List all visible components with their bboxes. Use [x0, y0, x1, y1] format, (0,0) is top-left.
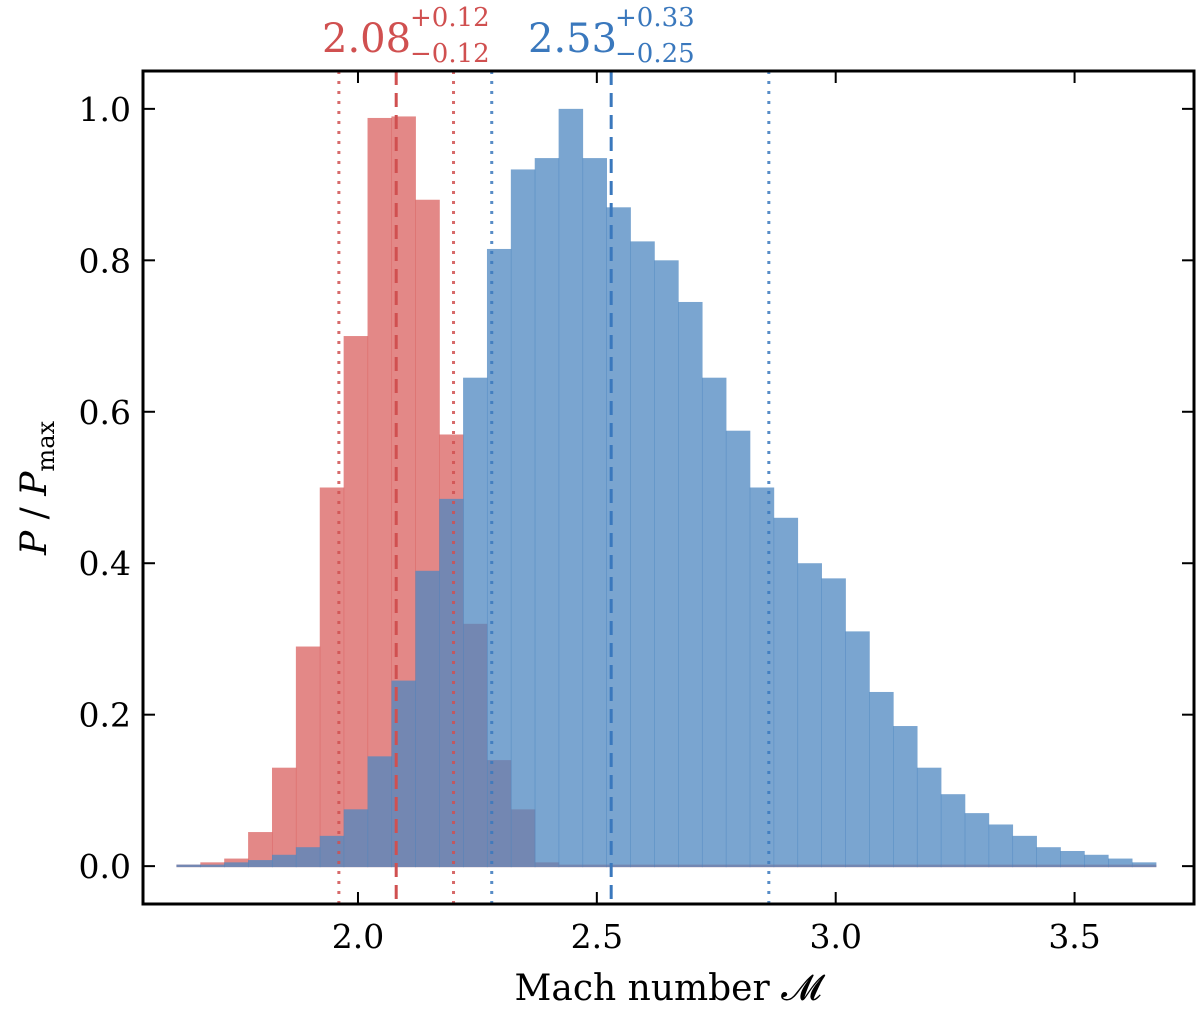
axis-ticks: 2.0 2.5 3.0 3.5 0.0 0.2 0.4 0.6 0.8 1.0	[79, 71, 1194, 956]
red-plus-error: +0.12	[410, 3, 490, 33]
blue-bar	[582, 158, 607, 868]
blue-bar	[845, 631, 870, 868]
blue-bar	[1131, 862, 1157, 868]
blue-bar	[1108, 858, 1133, 868]
blue-plus-error: +0.33	[615, 3, 695, 33]
blue-bar	[510, 169, 536, 868]
blue-bar	[773, 517, 799, 868]
blue-bar	[701, 377, 727, 868]
x-tick-label: 3.5	[1048, 917, 1100, 956]
y-label-sub: max	[32, 420, 60, 471]
x-tick-label: 2.5	[571, 917, 623, 956]
blue-bar	[797, 563, 822, 868]
plot-frame	[141, 69, 1196, 906]
blue-bar	[1060, 850, 1085, 868]
y-tick-label: 0.2	[79, 696, 131, 735]
red-bar	[343, 336, 369, 868]
blue-bar	[869, 691, 894, 868]
blue-median-annotation: 2.53	[528, 16, 617, 62]
blue-bar	[224, 862, 249, 868]
blue-bar	[725, 430, 751, 868]
y-label-p2: P	[14, 471, 55, 497]
histogram-bars	[176, 108, 1157, 868]
blue-bar	[678, 301, 703, 868]
red-minus-error: −0.12	[410, 39, 490, 69]
blue-bar	[558, 108, 584, 868]
x-tick-label: 2.0	[332, 917, 384, 956]
blue-bar	[319, 835, 345, 868]
blue-bar	[893, 726, 918, 868]
credible-interval-lines	[337, 71, 771, 904]
blue-bar	[821, 578, 846, 868]
blue-bar	[630, 241, 655, 868]
y-tick-label: 0.0	[79, 847, 131, 886]
y-tick-label: 0.6	[79, 393, 131, 432]
blue-bar	[200, 864, 225, 868]
blue-bar	[988, 824, 1014, 868]
blue-bar	[391, 680, 416, 868]
blue-bar	[463, 377, 488, 868]
blue-bar	[176, 864, 201, 868]
blue-bar	[1012, 835, 1037, 868]
blue-bar	[343, 809, 369, 868]
y-label-slash: /	[14, 496, 55, 531]
blue-bar	[749, 487, 775, 868]
red-bar	[367, 117, 393, 868]
blue-bar	[940, 794, 966, 868]
y-tick-label: 1.0	[79, 90, 131, 129]
y-axis-label: P / Pmax	[14, 420, 60, 556]
red-bar	[319, 487, 345, 868]
blue-bar	[439, 498, 464, 868]
y-tick-label: 0.8	[79, 241, 131, 280]
blue-bar	[1084, 854, 1109, 868]
red-bar	[295, 646, 321, 868]
blue-bar	[271, 854, 297, 868]
y-label-p: P	[14, 530, 55, 556]
blue-bar	[916, 767, 942, 868]
blue-bar	[295, 847, 321, 868]
blue-histogram	[176, 108, 1157, 868]
x-axis-label: Mach number 𝓜	[515, 968, 827, 1009]
red-median-annotation: 2.08	[322, 16, 411, 62]
blue-bar	[1036, 847, 1061, 868]
y-tick-label: 0.4	[79, 544, 131, 583]
red-median-value: 2.08	[322, 16, 411, 62]
blue-bar	[415, 570, 440, 868]
x-tick-label: 3.0	[809, 917, 861, 956]
blue-bar	[964, 813, 990, 868]
blue-minus-error: −0.25	[615, 39, 695, 69]
blue-median-value: 2.53	[528, 16, 617, 62]
blue-bar	[654, 260, 679, 868]
blue-bar	[534, 158, 560, 868]
red-bar	[271, 767, 297, 868]
blue-bar	[248, 860, 273, 868]
blue-bar	[367, 756, 393, 868]
